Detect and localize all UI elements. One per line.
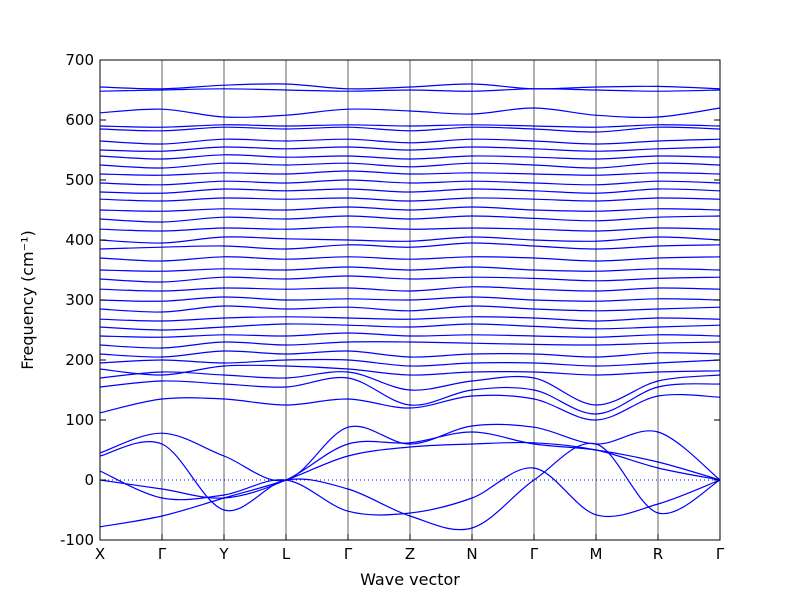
y-tick-label: -100 xyxy=(60,531,94,549)
x-tick-label: L xyxy=(282,545,291,563)
y-tick-label: 300 xyxy=(65,291,94,309)
x-tick-label: Γ xyxy=(530,545,539,563)
y-axis-label: Frequency (cm⁻¹) xyxy=(18,230,37,369)
x-tick-label: Y xyxy=(218,545,229,563)
x-tick-label: Γ xyxy=(344,545,353,563)
x-tick-label: Z xyxy=(405,545,415,563)
y-tick-label: 600 xyxy=(65,111,94,129)
y-tick-label: 700 xyxy=(65,51,94,69)
y-tick-label: 200 xyxy=(65,351,94,369)
y-axis-ticks: -100 0 100 200 300 400 500 600 700 xyxy=(60,51,720,549)
x-tick-label: X xyxy=(95,545,105,563)
y-tick-label: 0 xyxy=(84,471,94,489)
y-tick-label: 100 xyxy=(65,411,94,429)
x-axis-label: Wave vector xyxy=(360,570,460,589)
symmetry-lines-layer xyxy=(161,60,659,540)
x-tick-label: M xyxy=(590,545,603,563)
y-tick-label: 500 xyxy=(65,171,94,189)
x-tick-label: Γ xyxy=(158,545,167,563)
x-tick-label: Γ xyxy=(716,545,725,563)
x-tick-label: N xyxy=(466,545,477,563)
band-line-6 xyxy=(99,393,721,421)
y-tick-label: 400 xyxy=(65,231,94,249)
x-tick-label: R xyxy=(653,545,663,563)
